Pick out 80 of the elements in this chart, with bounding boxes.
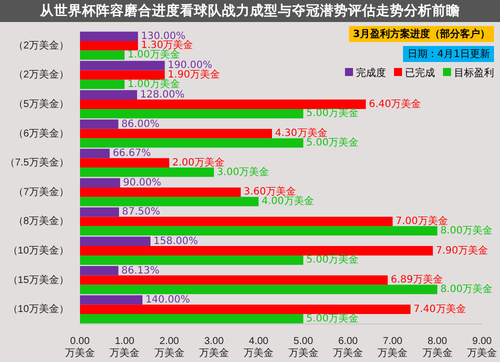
bar [80, 119, 118, 129]
x-tick-label: 6.00万美金 [332, 336, 363, 359]
data-label: 90.00% [123, 177, 162, 188]
data-label: 8.00万美金 [440, 283, 493, 296]
x-tick-label: 1.00万美金 [110, 336, 140, 359]
data-label: 3.00万美金 [216, 166, 270, 178]
x-tick-label: 0.00万美金 [64, 336, 95, 359]
bar [80, 168, 214, 177]
data-label: 1.00万美金 [128, 78, 180, 90]
data-label: 66.67% [112, 148, 151, 160]
data-label: 1.00万美金 [128, 48, 180, 61]
data-label: 5.00万美金 [306, 254, 359, 266]
y-tick-label: （10万美金） [8, 303, 69, 316]
bar [80, 314, 304, 324]
bar [80, 216, 393, 226]
x-tick-label: 4.00万美金 [244, 336, 274, 359]
bar [80, 158, 170, 168]
bar [80, 60, 165, 70]
chart-title: 3月盈利方案进度（部分客户） [349, 26, 494, 42]
bar [80, 148, 110, 158]
y-tick-label: （2万美金） [13, 39, 69, 52]
data-label: 86.13% [121, 265, 160, 276]
bar [80, 138, 304, 148]
y-tick-label: （8万美金） [13, 215, 69, 228]
y-tick-label: （7.5万美金） [4, 156, 69, 169]
bar [80, 236, 150, 246]
data-label: 86.00% [121, 118, 160, 130]
text: 日期：4月1日更新 [403, 46, 494, 62]
x-tick-label: 3.00万美金 [198, 336, 229, 359]
bar [80, 255, 304, 265]
bar [80, 196, 259, 206]
data-label: 3.60万美金 [244, 186, 296, 198]
x-tick-label: 8.00万美金 [422, 336, 452, 359]
legend-label: 目标盈利 [453, 66, 494, 80]
x-tick-label: 9.00万美金 [467, 336, 497, 359]
x-tick-label: 5.00万美金 [288, 336, 318, 359]
bar [80, 128, 272, 138]
bar [80, 284, 438, 294]
data-label: 6.89万美金 [390, 274, 443, 286]
data-label: 140.00% [145, 294, 190, 306]
bar [80, 266, 118, 276]
data-label: 4.00万美金 [262, 195, 314, 208]
bar [80, 187, 241, 197]
bar [80, 295, 142, 305]
bar [80, 80, 125, 90]
bar [80, 100, 366, 109]
text: 从世界杯阵容磨合进度看球队战力成型与夺冠潜势评估走势分析前瞻 [0, 0, 500, 22]
legend-label: 已完成 [404, 66, 435, 80]
data-label: 87.50% [122, 206, 160, 218]
legend-label: 完成度 [355, 66, 386, 80]
bar [80, 50, 125, 60]
bar [80, 178, 120, 188]
data-label: 128.00% [140, 89, 185, 100]
y-tick-label: （15万美金） [8, 274, 69, 286]
data-label: 4.30万美金 [275, 127, 328, 140]
y-tick-label: （7万美金） [13, 186, 69, 198]
bar [80, 246, 433, 256]
bar [80, 32, 138, 41]
data-label: 2.00万美金 [172, 156, 225, 168]
x-tick-label: 7.00万美金 [378, 336, 408, 359]
bar [80, 40, 138, 50]
y-tick-label: （10万美金） [8, 244, 69, 256]
bar [80, 275, 388, 285]
bar [80, 70, 165, 80]
data-label: 5.00万美金 [306, 312, 359, 324]
bar [80, 108, 304, 118]
bar [80, 304, 411, 314]
data-label: 7.40万美金 [414, 302, 466, 315]
data-label: 5.00万美金 [306, 136, 359, 149]
data-label: 6.40万美金 [368, 98, 422, 110]
data-label: 158.00% [153, 236, 198, 247]
data-label: 7.90万美金 [436, 244, 488, 256]
data-label: 5.00万美金 [306, 107, 359, 120]
bar [80, 207, 119, 217]
y-tick-label: （6万美金） [13, 127, 69, 140]
bar [80, 226, 438, 236]
y-tick-label: （5万美金） [13, 98, 69, 110]
x-tick-label: 2.00万美金 [154, 336, 184, 359]
bar [80, 90, 138, 100]
y-tick-label: （2万美金） [13, 68, 69, 81]
